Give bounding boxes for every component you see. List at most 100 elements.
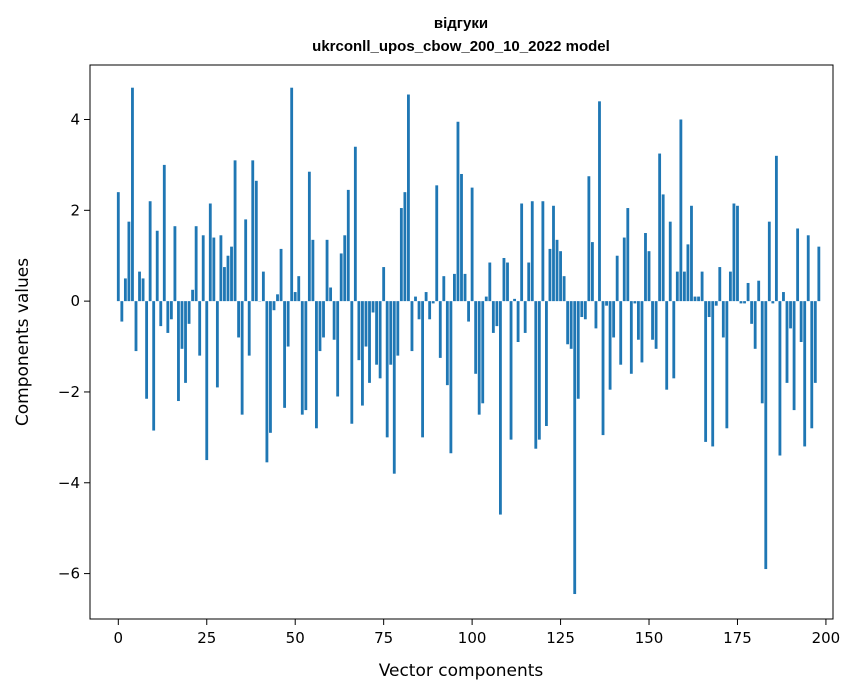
bar <box>386 301 389 437</box>
y-tick-label: 2 <box>70 201 80 219</box>
bar <box>694 297 697 302</box>
bar <box>124 278 127 301</box>
plot-frame <box>90 65 833 619</box>
bar <box>771 301 774 303</box>
bar <box>506 263 509 302</box>
bar <box>729 272 732 302</box>
bar <box>166 301 169 333</box>
bar <box>269 301 272 433</box>
bar <box>471 188 474 302</box>
bar <box>474 301 477 374</box>
bar <box>701 272 704 302</box>
bar <box>587 176 590 301</box>
bar <box>609 301 612 390</box>
x-tick-label: 175 <box>723 629 752 647</box>
bar <box>630 301 633 374</box>
bar <box>216 301 219 387</box>
x-axis-label: Vector components <box>379 661 544 681</box>
bar <box>584 301 587 319</box>
bar <box>237 301 240 337</box>
bar <box>400 208 403 301</box>
bar <box>672 301 675 378</box>
bar <box>453 274 456 301</box>
bar <box>414 297 417 302</box>
bar <box>648 251 651 301</box>
y-tick-label: 4 <box>70 110 80 128</box>
bar <box>265 301 268 462</box>
chart-subtitle: ukrconll_upos_cbow_200_10_2022 model <box>312 38 610 55</box>
bar <box>449 301 452 453</box>
x-tick-label: 50 <box>286 629 305 647</box>
x-tick-label: 200 <box>812 629 841 647</box>
bar <box>563 276 566 301</box>
bar <box>389 301 392 365</box>
chart-title: відгуки <box>434 15 488 32</box>
bar <box>131 88 134 301</box>
bar <box>779 301 782 455</box>
y-tick-label: 0 <box>70 292 80 310</box>
bar <box>708 301 711 317</box>
bar <box>690 206 693 301</box>
bar <box>775 156 778 301</box>
bar <box>736 206 739 301</box>
bar <box>683 272 686 302</box>
bar <box>219 235 222 301</box>
bar <box>793 301 796 410</box>
bar <box>301 301 304 415</box>
bar <box>651 301 654 340</box>
bar <box>503 258 506 301</box>
bar <box>191 290 194 301</box>
bar <box>499 301 502 514</box>
bar <box>733 204 736 302</box>
bar <box>290 88 293 301</box>
bar <box>375 301 378 365</box>
bar <box>181 301 184 349</box>
bar <box>743 301 746 303</box>
bar <box>747 283 750 301</box>
y-tick-label: −2 <box>58 383 80 401</box>
bar <box>704 301 707 442</box>
bar <box>357 301 360 360</box>
bar <box>803 301 806 446</box>
bar <box>464 274 467 301</box>
x-tick-label: 150 <box>635 629 664 647</box>
bar <box>227 256 230 301</box>
bar <box>177 301 180 401</box>
bar <box>159 301 162 326</box>
bar <box>796 228 799 301</box>
bar <box>372 301 375 312</box>
bar <box>800 301 803 342</box>
bar <box>552 206 555 301</box>
bar <box>782 292 785 301</box>
bar <box>326 240 329 301</box>
bar <box>195 226 198 301</box>
bar <box>255 181 258 301</box>
bar <box>304 301 307 410</box>
bar <box>230 247 233 301</box>
bar <box>559 251 562 301</box>
bar <box>687 244 690 301</box>
bar <box>541 201 544 301</box>
bar <box>174 226 177 301</box>
bar <box>234 160 237 301</box>
bar <box>382 267 385 301</box>
bar <box>556 240 559 301</box>
bar <box>662 194 665 301</box>
bar <box>329 288 332 302</box>
bar <box>170 301 173 319</box>
bar <box>602 301 605 435</box>
bar <box>641 301 644 362</box>
bar <box>488 263 491 302</box>
bar <box>460 174 463 301</box>
bar <box>212 238 215 302</box>
y-axis: −6 −4 −2 0 2 4 <box>58 110 90 582</box>
bar <box>669 222 672 301</box>
bar <box>135 301 138 351</box>
bar <box>120 301 123 321</box>
bar <box>722 301 725 337</box>
bar <box>612 301 615 337</box>
y-tick-label: −4 <box>58 474 80 492</box>
bar <box>343 235 346 301</box>
bar <box>467 301 470 321</box>
x-tick-label: 75 <box>374 629 393 647</box>
